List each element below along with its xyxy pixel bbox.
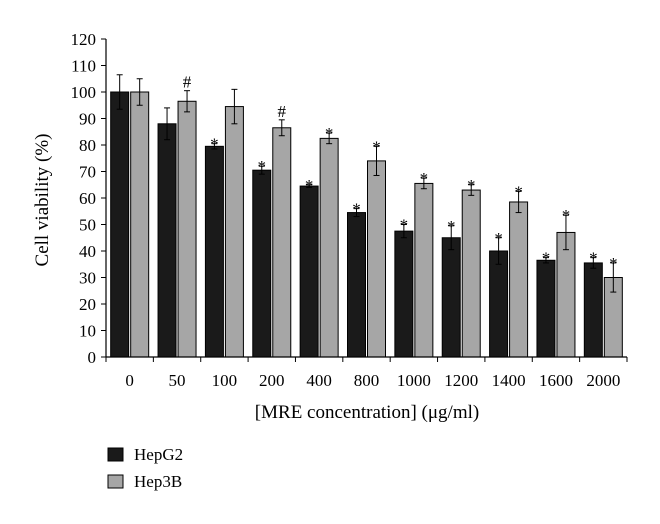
y-tick-label: 100 <box>71 83 97 102</box>
x-tick-label: 2000 <box>586 371 620 390</box>
significance-marker-hepg2: * <box>542 249 551 268</box>
error-bars-layer <box>116 74 617 293</box>
y-tick-label: 110 <box>71 57 96 76</box>
legend-label-hep3b: Hep3B <box>134 472 182 491</box>
bar-hepg2 <box>299 185 319 358</box>
y-tick-label: 50 <box>79 216 96 235</box>
x-tick-label: 1600 <box>539 371 573 390</box>
bar-hepg2 <box>204 145 224 358</box>
bar-hepg2 <box>252 169 272 358</box>
bar-hep3b <box>367 160 386 358</box>
bar-hepg2 <box>583 262 603 358</box>
significance-marker-hepg2: * <box>258 157 267 176</box>
x-tick-label: 0 <box>125 371 134 390</box>
y-tick-label: 10 <box>79 322 96 341</box>
bar-hepg2 <box>157 123 177 358</box>
significance-marker-hep3b: * <box>609 254 618 273</box>
y-tick-label: 80 <box>79 136 96 155</box>
significance-marker-hepg2: * <box>352 200 361 219</box>
y-ticks: 0 10 20 30 40 50 60 70 80 90 100 110 120 <box>71 30 106 367</box>
x-axis-title: [MRE concentration] (μg/ml) <box>255 402 479 423</box>
legend-swatch-hep3b <box>107 474 124 489</box>
legend: HepG2 Hep3B <box>107 445 183 491</box>
significance-marker-hep3b: * <box>325 124 334 143</box>
bar-hepg2 <box>394 230 414 358</box>
bars-layer <box>110 91 623 358</box>
x-tick-label: 200 <box>259 371 285 390</box>
significance-marker-hep3b: * <box>372 137 381 156</box>
x-tick-label: 800 <box>354 371 380 390</box>
significance-marker-hepg2: * <box>400 216 409 235</box>
significance-marker-hep3b: * <box>562 206 571 225</box>
y-tick-label: 40 <box>79 242 96 261</box>
x-tick-label: 400 <box>306 371 332 390</box>
x-tick-label: 100 <box>212 371 238 390</box>
significance-markers-layer: * * * * * * * * * # # * * * * * * * <box>183 73 618 273</box>
bar-hepg2 <box>110 91 130 358</box>
significance-marker-hep3b: * <box>514 182 523 201</box>
bar-hep3b <box>461 189 481 358</box>
y-tick-label: 120 <box>71 30 97 49</box>
bar-hep3b <box>414 182 434 358</box>
bar-hep3b <box>177 100 197 358</box>
significance-marker-hepg2: * <box>210 135 219 154</box>
significance-marker-hep3b: * <box>467 176 476 195</box>
legend-swatch-hepg2 <box>107 447 124 462</box>
bar-hepg2 <box>441 237 461 358</box>
significance-marker-hepg2: * <box>494 229 503 248</box>
y-tick-label: 90 <box>79 110 96 129</box>
y-tick-label: 30 <box>79 269 96 288</box>
y-tick-label: 20 <box>79 295 96 314</box>
bar-hep3b <box>130 91 150 358</box>
y-tick-label: 70 <box>79 163 96 182</box>
legend-label-hepg2: HepG2 <box>134 445 183 464</box>
significance-marker-hep3b: # <box>278 102 287 121</box>
bar-hep3b <box>272 127 292 358</box>
bar-hep3b <box>319 137 339 358</box>
bar-hepg2 <box>347 212 366 358</box>
x-tick-label: 1200 <box>444 371 478 390</box>
bar-hepg2 <box>489 250 509 358</box>
significance-marker-hep3b: * <box>420 169 429 188</box>
significance-marker-hepg2: * <box>447 217 456 236</box>
y-tick-label: 0 <box>88 348 97 367</box>
x-tick-label: 1000 <box>397 371 431 390</box>
bar-hepg2 <box>536 259 556 358</box>
significance-marker-hepg2: * <box>305 176 314 195</box>
significance-marker-hep3b: # <box>183 73 192 92</box>
x-tick-label: 50 <box>169 371 186 390</box>
y-axis-title: Cell viability (%) <box>32 134 53 267</box>
y-tick-label: 60 <box>79 189 96 208</box>
bar-hep3b <box>556 231 576 358</box>
significance-marker-hepg2: * <box>589 249 598 268</box>
bar-hep3b <box>509 201 529 358</box>
x-tick-label: 1400 <box>492 371 526 390</box>
bar-hep3b <box>224 106 244 358</box>
x-ticks: 0 50 100 200 400 800 1000 1200 1400 1600 2000 <box>105 357 628 390</box>
